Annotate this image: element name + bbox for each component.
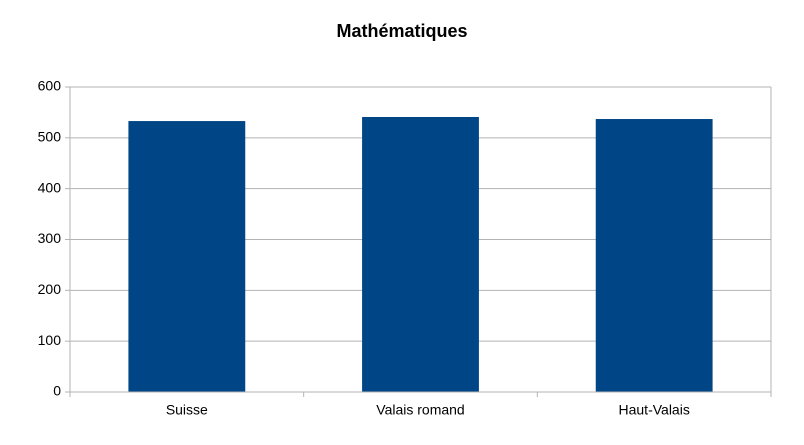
x-tick-label: Haut-Valais bbox=[619, 402, 690, 418]
x-tick-label: Valais romand bbox=[376, 402, 464, 418]
bar bbox=[595, 119, 713, 393]
y-tick-label: 300 bbox=[38, 230, 62, 246]
y-tick-label: 500 bbox=[38, 129, 62, 145]
bar bbox=[362, 116, 479, 392]
chart-title: Mathématiques bbox=[336, 21, 467, 41]
bar bbox=[128, 121, 246, 392]
y-tick-label: 200 bbox=[38, 281, 62, 297]
x-tick-label: Suisse bbox=[166, 402, 208, 418]
y-tick-label: 600 bbox=[38, 78, 62, 94]
y-tick-label: 400 bbox=[38, 179, 62, 195]
y-tick-label: 100 bbox=[38, 332, 62, 348]
y-tick-label: 0 bbox=[53, 383, 61, 399]
